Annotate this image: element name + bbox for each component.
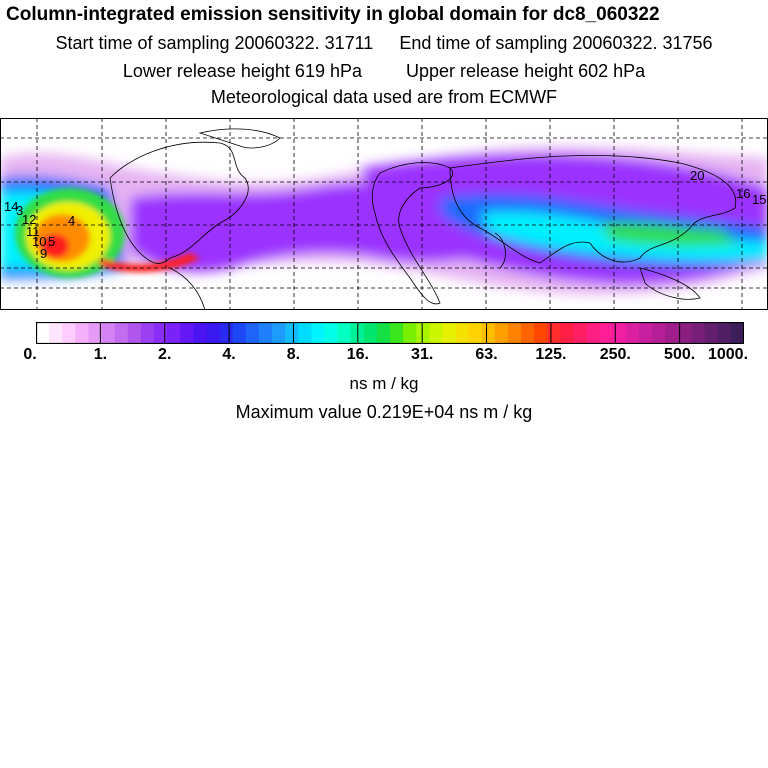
colorbar-swatch: [586, 322, 601, 344]
colorbar-swatch: [704, 322, 719, 344]
contour-label: 12: [22, 212, 36, 227]
colorbar-swatch: [232, 322, 247, 344]
colorbar-tick-labels: 0. 1. 2. 4. 8. 16. 31. 63. 125. 250. 500. 1000.: [0, 346, 768, 366]
colorbar-tick-label: 4.: [222, 346, 236, 363]
contour-label: 14: [4, 199, 18, 214]
upper-release-height-label: Upper release height 602 hPa: [406, 61, 646, 81]
colorbar-swatch: [285, 322, 299, 344]
colorbar-swatch: [508, 322, 522, 344]
colorbar-swatch: [678, 322, 693, 344]
colorbar-swatch: [429, 322, 444, 344]
coastlines: [109, 128, 737, 310]
contour-label: 4: [68, 213, 75, 228]
colorbar-swatch: [717, 322, 732, 344]
colorbar-swatch: [599, 322, 614, 344]
colorbar-swatch: [376, 322, 391, 344]
contour-label: 11: [26, 224, 40, 239]
contour-label: 15: [752, 192, 766, 207]
contour-labels: 14 3 12 4 11 10 5 9 20 16 15: [4, 168, 766, 261]
colorbar-swatch: [101, 322, 116, 344]
colorbar-tick-label: 8.: [286, 346, 301, 363]
colorbar-swatch: [206, 322, 221, 344]
colorbar-swatch: [324, 322, 339, 344]
colorbar-swatch: [573, 322, 588, 344]
colorbar-swatch: [140, 322, 155, 344]
colorbar-swatch: [612, 322, 627, 344]
colorbar-swatch: [154, 322, 168, 344]
colorbar-tick-label: 16.: [346, 346, 369, 363]
colorbar-tick-label: 125.: [535, 346, 567, 363]
colorbar-units-label: ns m / kg: [349, 374, 419, 393]
colorbar-swatch: [193, 322, 208, 344]
colorbar-swatch: [455, 322, 470, 344]
colorbar-swatch: [468, 322, 483, 344]
maximum-value-label: Maximum value 0.219E+04 ns m / kg: [235, 402, 533, 422]
colorbar-swatch: [272, 322, 286, 344]
lower-release-height-label: Lower release height 619 hPa: [122, 61, 362, 81]
colorbar-swatch: [390, 322, 404, 344]
colorbar-swatch: [416, 322, 430, 344]
colorbar-swatch: [258, 322, 273, 344]
contour-label: 16: [736, 186, 750, 201]
colorbar-tick-label: 63.: [475, 346, 498, 363]
colorbar-tick-label: 250.: [599, 346, 631, 363]
start-time-label: Start time of sampling 20060322. 31711: [55, 33, 374, 53]
colorbar-swatch: [547, 322, 562, 344]
colorbar-tick-label: 500.: [664, 346, 696, 363]
colorbar-tick-label: 2.: [158, 346, 172, 363]
plot-title: Column-integrated emission sensitivity i…: [6, 4, 660, 25]
contour-label: 9: [40, 246, 47, 261]
met-data-label: Meteorological data used are from ECMWF: [210, 87, 558, 107]
colorbar-tick-label: 31.: [411, 346, 434, 363]
source-region-plume: [15, 188, 200, 278]
colorbar-swatch: [639, 322, 653, 344]
contour-label: 3: [16, 203, 23, 218]
colorbar-tick-label: 1.: [93, 346, 108, 363]
colorbar-swatch: [49, 322, 63, 344]
colorbar-swatch: [560, 322, 575, 344]
colorbar-swatch: [363, 322, 378, 344]
contour-label: 5: [48, 234, 55, 249]
colorbar-swatch: [219, 322, 234, 344]
colorbar-swatch: [494, 322, 509, 344]
colorbar-swatch: [180, 322, 194, 344]
contour-label: 20: [690, 168, 704, 183]
colorbar-swatch: [403, 322, 417, 344]
colorbar-swatch: [534, 322, 548, 344]
colorbar-swatch: [730, 322, 744, 344]
colorbar-swatch: [337, 322, 352, 344]
colorbar-swatch: [245, 322, 260, 344]
colorbar-swatch: [114, 322, 129, 344]
end-time-label: End time of sampling 20060322. 31756: [399, 33, 713, 53]
colorbar-swatch: [665, 322, 680, 344]
colorbar-swatch: [521, 322, 535, 344]
colorbar-frame: [36, 322, 744, 344]
colorbar-swatch: [442, 322, 457, 344]
colorbar-swatch: [127, 322, 142, 344]
colorbar-tick-label: 0.: [23, 346, 37, 363]
colorbar-swatch: [36, 322, 50, 344]
colorbar-swatch: [652, 322, 666, 344]
colorbar-swatch: [626, 322, 640, 344]
sampling-times-row: Start time of sampling 20060322. 31711 En…: [0, 32, 768, 54]
colorbar-swatch: [167, 322, 181, 344]
contour-label: 10: [32, 234, 46, 249]
colorbar-swatch: [311, 322, 326, 344]
release-heights-row: Lower release height 619 hPa Upper releas…: [0, 60, 768, 82]
colorbar-swatch: [62, 322, 76, 344]
colorbar-swatch: [298, 322, 312, 344]
colorbar-tick-label: 1000.: [707, 346, 749, 363]
colorbar-swatch: [481, 322, 496, 344]
colorbar-swatch: [691, 322, 706, 344]
sensitivity-map: 14 3 12 4 11 10 5 9 20 16 15: [0, 118, 768, 310]
colorbar-swatch: [75, 322, 90, 344]
colorbar: [36, 322, 744, 344]
colorbar-swatch: [88, 322, 103, 344]
